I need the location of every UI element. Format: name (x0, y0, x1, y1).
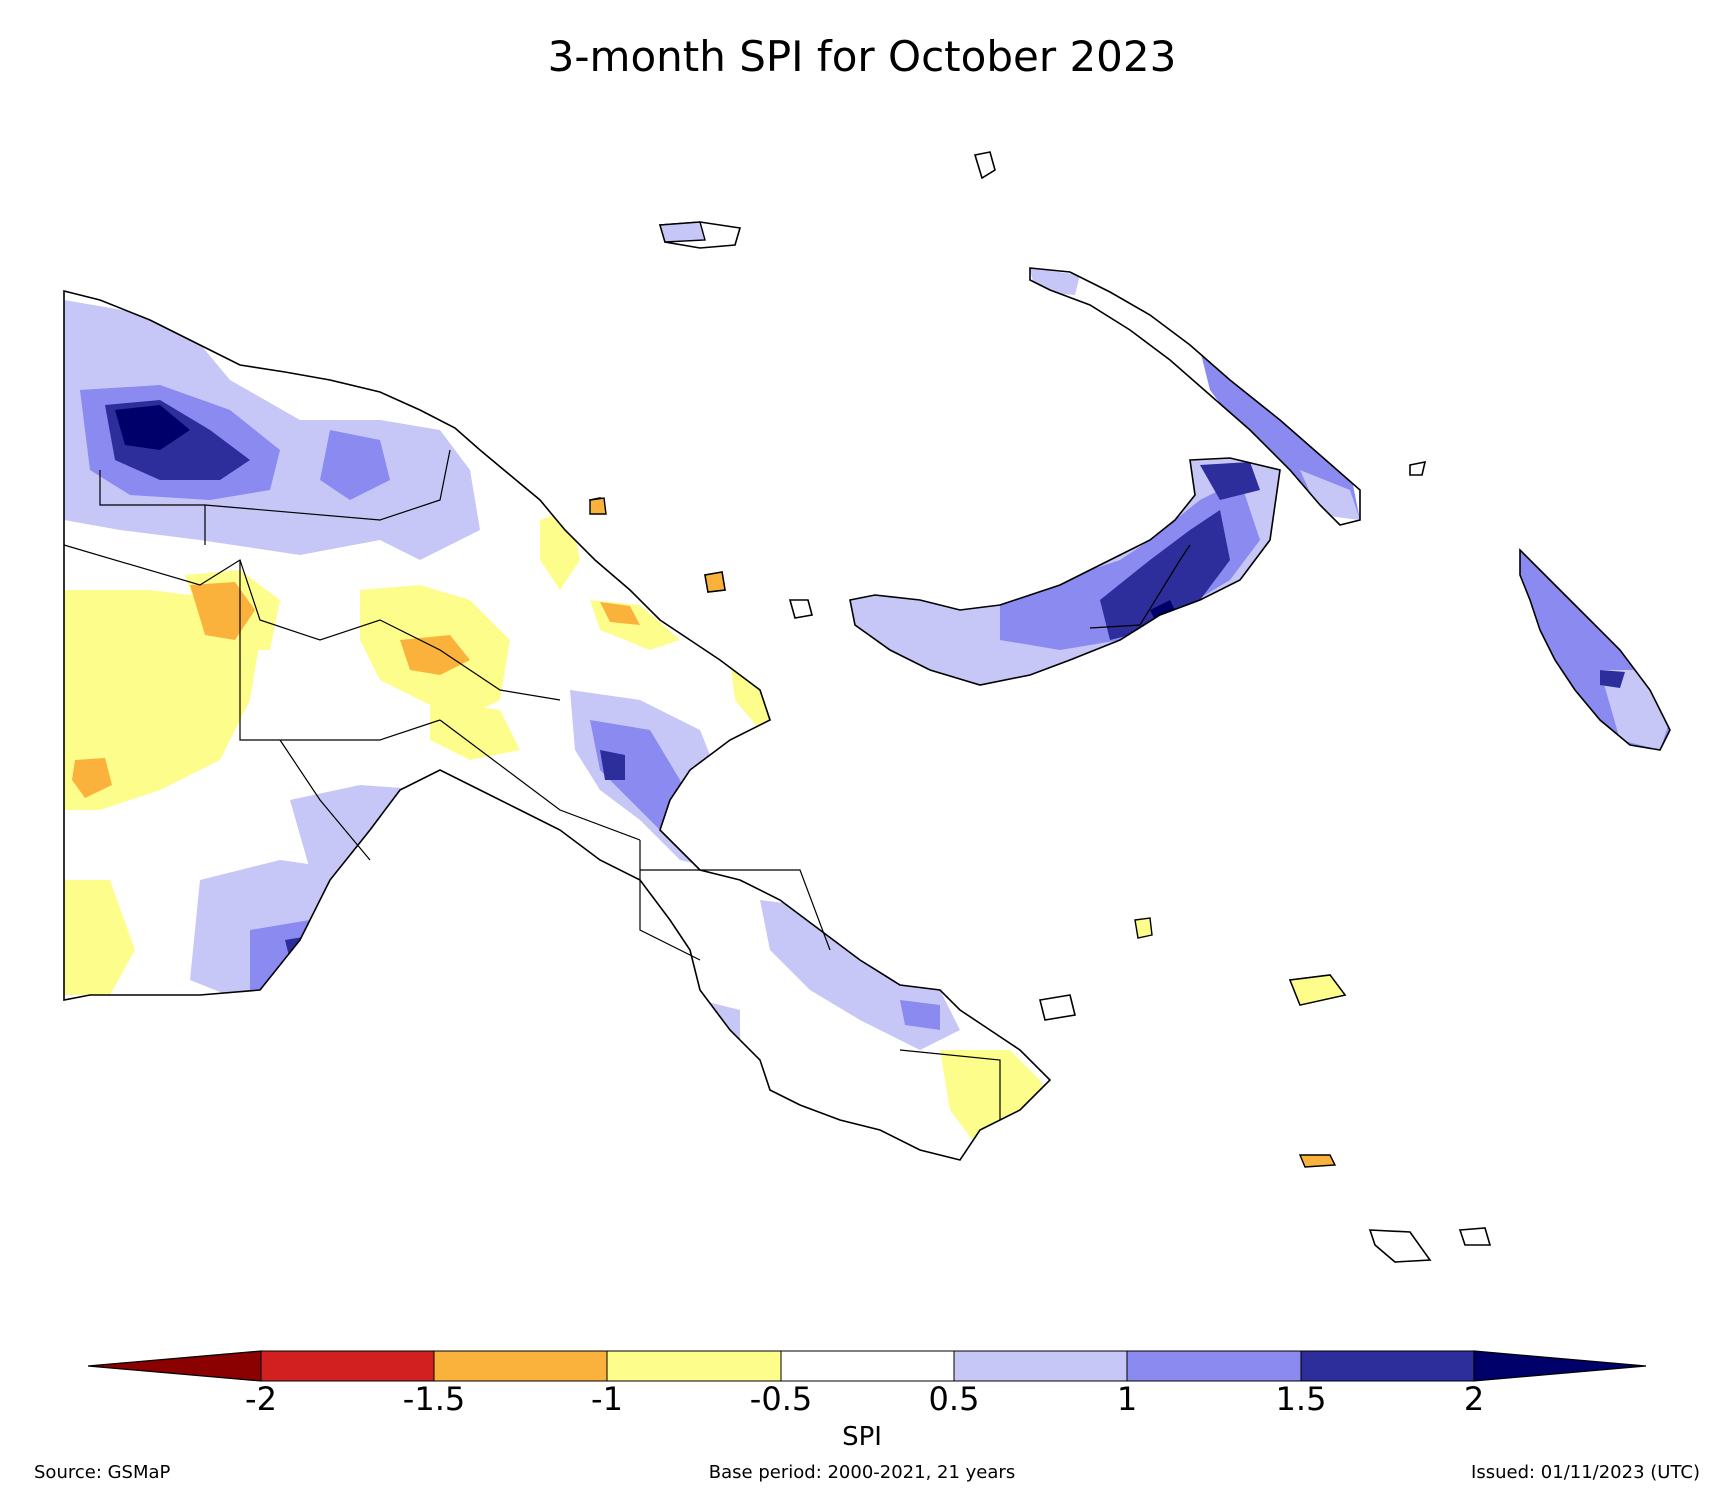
cbar-tick-label: 1.5 (1275, 1380, 1327, 1418)
manus-fill (659, 221, 706, 243)
small-island-fills (1134, 917, 1347, 1006)
cbar-tick-label: 1 (1116, 1380, 1138, 1418)
cbar-bin-2 (433, 1350, 608, 1382)
cbar-tick-label: -1 (591, 1380, 623, 1418)
map-title: 3-month SPI for October 2023 (547, 32, 1177, 81)
cbar-bin-7 (1300, 1350, 1475, 1382)
issued-note: Issued: 01/11/2023 (UTC) (1471, 1462, 1700, 1483)
spi-map (63, 151, 1671, 1263)
cbar-tick-label: -1.5 (402, 1380, 466, 1418)
cbar-bin-3 (606, 1350, 782, 1382)
orange-islands (589, 497, 1337, 1168)
cbar-tick-label: -0.5 (749, 1380, 813, 1418)
cbar-tick-label: 0.5 (928, 1380, 980, 1418)
cbar-tick-label: -2 (245, 1380, 277, 1418)
cbar-extend-low (87, 1350, 262, 1382)
cbar-label: SPI (842, 1422, 882, 1452)
province-boundaries (63, 449, 1191, 1120)
cbar-bin-5 (953, 1350, 1128, 1382)
source-note: Source: GSMaP (34, 1462, 171, 1483)
coastlines (63, 151, 1671, 1263)
cbar-bin-6 (1126, 1350, 1302, 1382)
cbar-extend-high (1473, 1350, 1647, 1382)
base-period-note: Base period: 2000-2021, 21 years (708, 1462, 1016, 1483)
cbar-bin-1 (260, 1350, 435, 1382)
cbar-tick-label: 2 (1463, 1380, 1485, 1418)
cbar-bin-4 (780, 1350, 955, 1382)
